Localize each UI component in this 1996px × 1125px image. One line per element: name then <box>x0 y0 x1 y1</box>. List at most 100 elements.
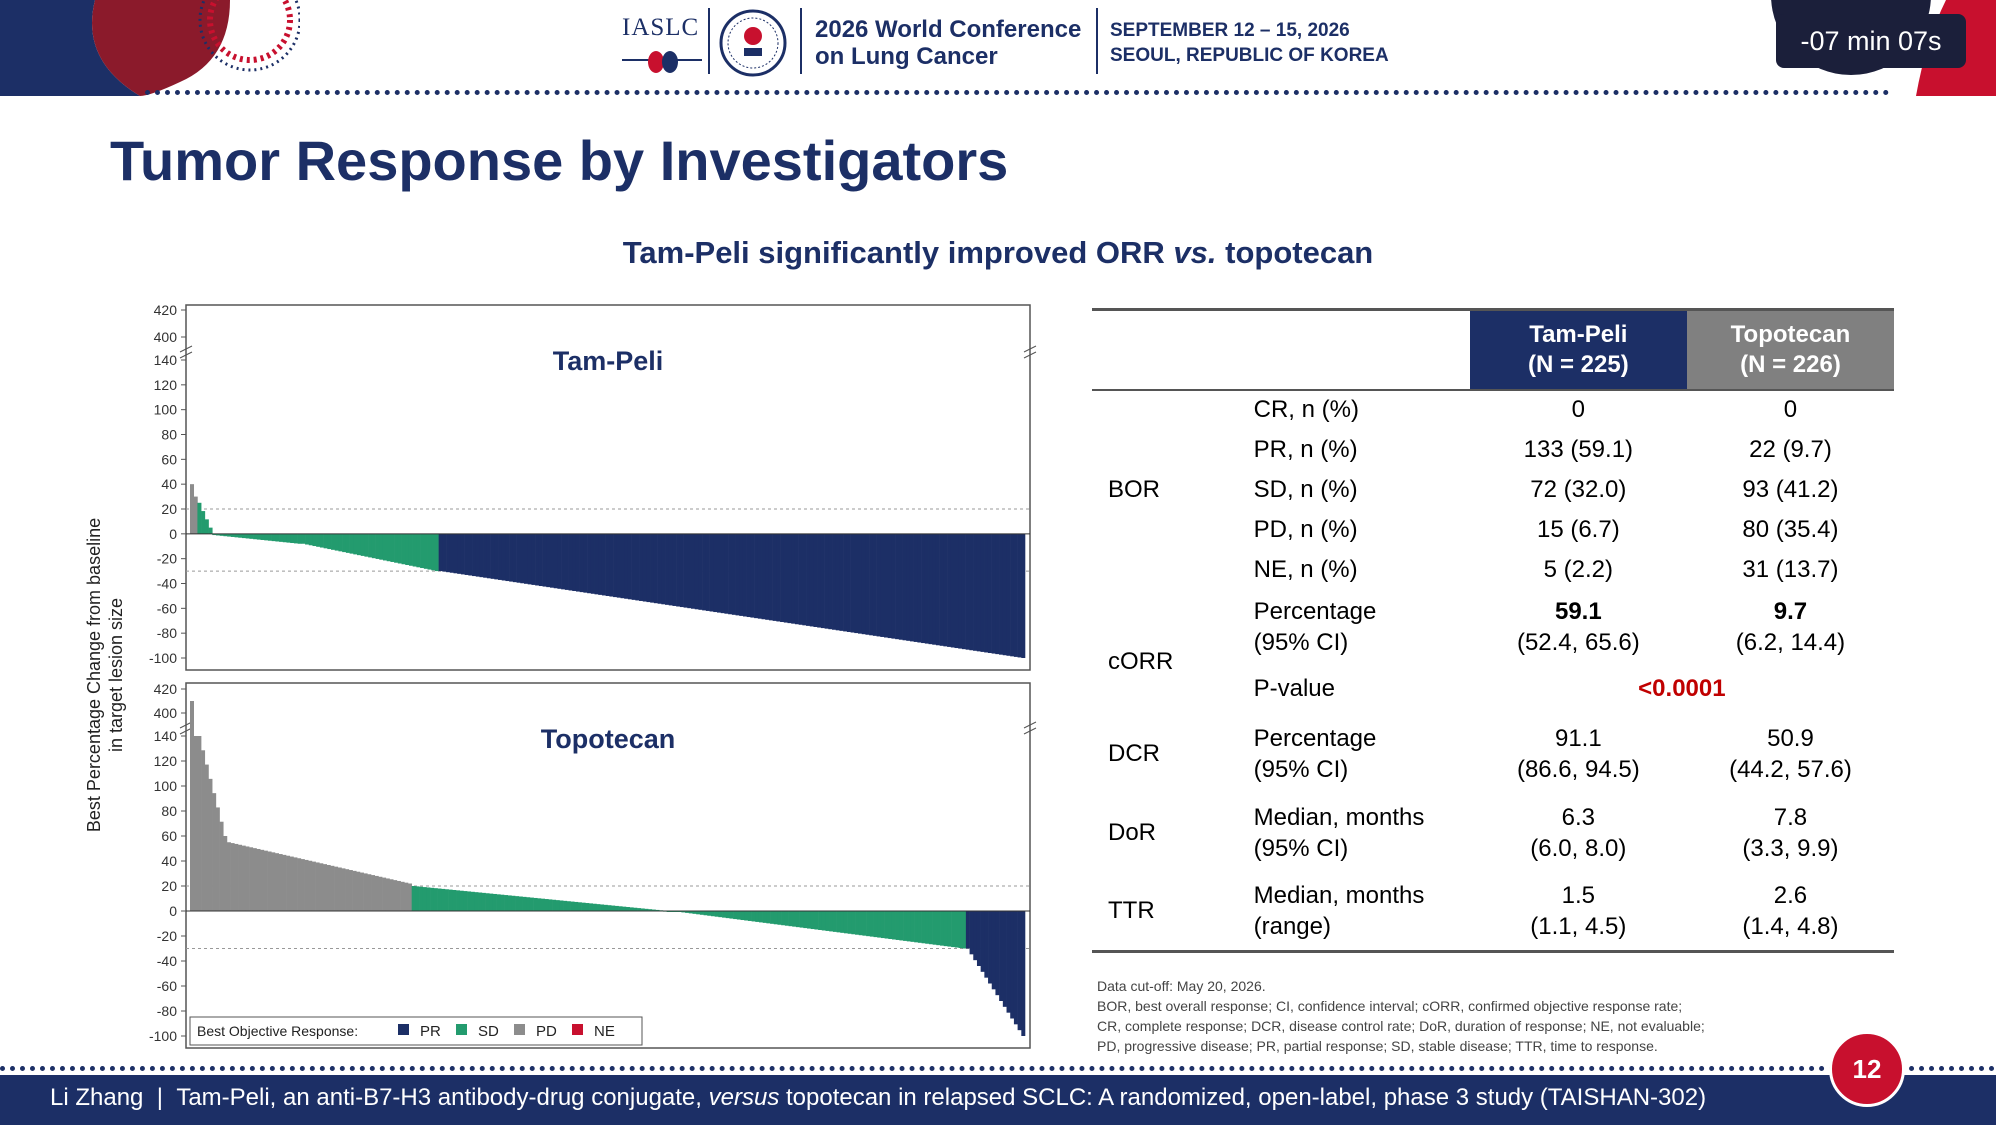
waterfall-bar <box>884 911 889 939</box>
slide-title: Tumor Response by Investigators <box>110 129 1009 192</box>
waterfall-bar <box>430 887 435 911</box>
waterfall-bar <box>579 533 584 593</box>
waterfall-bar <box>464 533 469 575</box>
topo-ttr-ci: (1.4, 4.8) <box>1742 912 1839 940</box>
waterfall-bar <box>212 793 217 911</box>
axis-break <box>179 345 193 359</box>
waterfall-bar <box>895 533 900 640</box>
waterfall-bar <box>965 911 970 949</box>
waterfall-bar <box>609 533 614 597</box>
waterfall-bar <box>724 533 729 614</box>
waterfall-bar <box>427 533 432 570</box>
waterfall-bar <box>282 533 287 543</box>
conference-header <box>0 0 1996 96</box>
waterfall-bar <box>404 882 409 911</box>
waterfall-bar <box>984 533 989 653</box>
topo-value: 93 (41.2) <box>1742 475 1839 503</box>
waterfall-bar <box>795 911 800 928</box>
waterfall-bar <box>865 533 870 635</box>
waterfall-bar <box>932 533 937 645</box>
waterfall-bar <box>463 891 468 911</box>
waterfall-bar <box>323 864 327 911</box>
waterfall-bar <box>592 903 597 911</box>
y-tick-label: 100 <box>154 402 178 418</box>
waterfall-bar <box>364 533 369 557</box>
waterfall-bar <box>601 533 606 596</box>
y-tick-label: 80 <box>161 803 177 819</box>
waterfall-bar <box>219 533 224 536</box>
topo-dor-value: 7.8 <box>1773 803 1808 831</box>
waterfall-bar <box>316 533 321 547</box>
waterfall-bar <box>613 533 618 598</box>
waterfall-bar <box>301 533 306 544</box>
study-title: Tam-Peli, an anti-B7-H3 antibody-drug co… <box>176 1084 709 1111</box>
waterfall-bar <box>544 899 549 911</box>
metric-label: P-value <box>1253 674 1335 702</box>
table-row: NE, n (%) 5 (2.2) 31 (13.7) <box>1092 550 1894 590</box>
waterfall-bar <box>620 533 625 599</box>
waterfall-bar <box>850 533 855 633</box>
waterfall-bar <box>653 533 658 604</box>
waterfall-bar <box>772 533 777 621</box>
study-title-versus: versus <box>708 1084 780 1111</box>
footnote: Data cut-off: May 20, 2026. BOR, best ov… <box>1097 976 1857 1056</box>
waterfall-bar <box>575 533 580 592</box>
waterfall-bar <box>722 911 727 918</box>
waterfall-bar <box>574 901 579 911</box>
page-number: 12 <box>1829 1031 1905 1107</box>
waterfall-bar <box>568 533 573 591</box>
waterfall-bar <box>725 911 730 919</box>
waterfall-bar <box>334 866 339 911</box>
waterfall-bar <box>891 533 896 639</box>
waterfall-bar <box>263 850 268 911</box>
conference-date: SEPTEMBER 12 – 15, 2026 SEOUL, REPUBLIC … <box>1110 18 1389 68</box>
waterfall-bar <box>457 533 462 574</box>
metric-line: (95% CI) <box>1253 834 1349 862</box>
metric-line: (95% CI) <box>1253 755 1349 783</box>
waterfall-bar <box>426 887 431 911</box>
waterfall-bar <box>600 904 605 911</box>
waterfall-bar <box>869 911 874 937</box>
waterfall-bar <box>437 888 442 911</box>
waterfall-bar <box>434 533 439 572</box>
waterfall-bar <box>917 533 922 643</box>
waterfall-bar <box>792 911 797 927</box>
tam-value: 91.1 (86.6, 94.5) <box>1470 714 1687 794</box>
waterfall-bar <box>924 533 929 644</box>
waterfall-bar <box>382 877 387 911</box>
waterfall-bar <box>522 896 527 911</box>
row-group-label: BOR <box>1108 476 1161 503</box>
waterfall-bar <box>624 533 629 599</box>
waterfall-bar <box>319 863 324 911</box>
waterfall-bar <box>899 911 904 941</box>
waterfall-bar <box>976 911 981 966</box>
waterfall-bar <box>589 903 594 911</box>
waterfall-bar <box>828 533 833 630</box>
waterfall-bar <box>777 911 782 925</box>
waterfall-bar <box>906 533 911 641</box>
waterfall-bar <box>607 905 612 911</box>
metric-label: Percentage (95% CI) <box>1254 590 1470 664</box>
legend-box <box>189 1016 643 1046</box>
waterfall-bar <box>348 870 353 911</box>
row-group-label: TTR <box>1108 896 1155 924</box>
waterfall-bar <box>538 533 543 587</box>
waterfall-bar <box>570 901 575 911</box>
waterfall-bar <box>707 911 712 916</box>
waterfall-bar <box>720 533 725 614</box>
waterfall-bar <box>411 886 416 911</box>
waterfall-bar <box>193 496 198 534</box>
y-tick-label: 400 <box>154 329 178 345</box>
waterfall-bar <box>635 533 640 601</box>
waterfall-bar <box>958 911 963 949</box>
waterfall-bar <box>271 533 276 542</box>
waterfall-bar <box>820 533 825 629</box>
waterfall-bar <box>676 533 681 607</box>
waterfall-bar <box>512 533 517 583</box>
waterfall-bar <box>520 533 525 584</box>
waterfall-bar <box>598 533 603 595</box>
waterfall-bar <box>390 533 395 562</box>
waterfall-bar <box>692 911 697 914</box>
waterfall-bar <box>954 911 959 948</box>
waterfall-bar <box>397 533 402 564</box>
